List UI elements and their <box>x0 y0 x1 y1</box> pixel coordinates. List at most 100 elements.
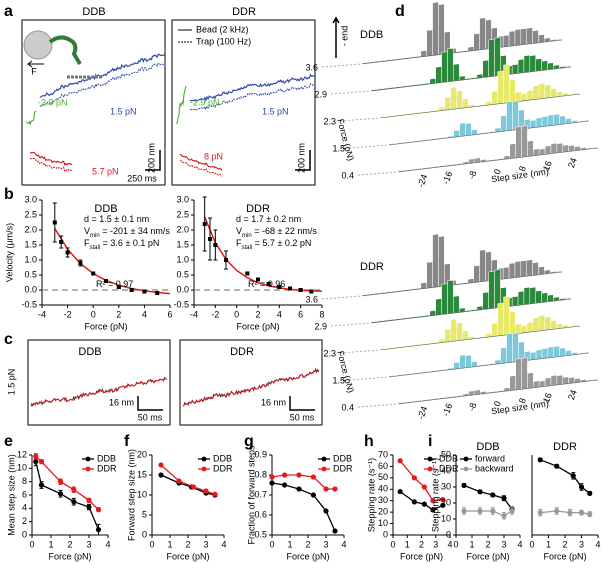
histogram-bar <box>547 114 554 127</box>
histogram-bar <box>453 295 460 314</box>
annotation-text: R² = 0.97 <box>96 279 133 289</box>
histogram-bar <box>517 290 525 306</box>
histogram-bar <box>450 318 457 342</box>
trace <box>189 82 316 111</box>
histogram-bar <box>435 66 442 84</box>
histogram-bar <box>435 298 442 316</box>
histogram-bar <box>533 148 540 157</box>
histogram-bar <box>538 34 545 44</box>
data-point <box>578 509 585 516</box>
annotation-text: = -201 ± 34 nm/s <box>100 226 171 236</box>
step-tick-label: -24 <box>415 405 429 421</box>
histogram-bar <box>473 33 480 51</box>
histogram-bar <box>511 295 519 307</box>
annotation: Fstall = 5.7 ± 0.2 pN <box>236 238 311 250</box>
histogram-bar <box>502 266 510 280</box>
histogram-bar <box>538 314 545 332</box>
data-point <box>310 474 316 480</box>
data-point <box>269 480 275 486</box>
x-tick-label: 0 <box>149 539 154 549</box>
histogram-bar <box>538 266 545 276</box>
y-tick-label: 0 <box>142 529 147 539</box>
legend-marker <box>463 456 469 462</box>
data-point <box>587 511 593 517</box>
trace <box>29 157 73 172</box>
panel-label: c <box>4 331 13 348</box>
y-tick-label: 20 <box>137 449 147 459</box>
data-point <box>71 487 77 493</box>
annotation: d = 1.5 ± 0.1 nm <box>84 214 149 224</box>
step-tick-label: -8 <box>466 401 478 412</box>
histogram-bar <box>527 140 534 157</box>
step-tick-label: 8 <box>517 165 528 173</box>
y-tick-label: 8 <box>22 476 27 486</box>
y-tick-label: 5 <box>142 509 147 519</box>
force-label: 1.5 pN <box>110 106 137 116</box>
step-tick-label: -24 <box>415 173 429 189</box>
end-arrow <box>332 16 340 58</box>
x-axis-label: Force (pN) <box>286 551 329 561</box>
annotation-symbol: V <box>236 226 242 236</box>
histogram-bar <box>550 319 557 330</box>
data-point <box>86 497 92 503</box>
data-point <box>38 459 45 465</box>
y-tick-label: -0.5 <box>21 299 37 309</box>
guide-line <box>357 403 399 408</box>
histogram-bar <box>500 115 507 132</box>
histogram-bar <box>568 144 575 152</box>
data-point <box>158 462 164 468</box>
y-tick-label: 2.0 <box>24 224 37 234</box>
step-tick-label: 16 <box>541 391 554 404</box>
guide-line <box>339 349 381 354</box>
x-axis-label: Force (pN) <box>400 551 443 561</box>
force-tick-label: 2.9 <box>314 321 327 331</box>
data-point <box>212 491 218 497</box>
data-point <box>95 507 102 513</box>
histogram-bar <box>465 122 472 137</box>
data-point <box>554 508 560 514</box>
data-point <box>296 472 302 478</box>
data-point <box>158 472 164 478</box>
histogram-bar <box>506 333 513 364</box>
data-point <box>266 282 271 286</box>
data-point <box>310 492 316 498</box>
y-tick-label: 0 <box>446 529 451 539</box>
guide-line <box>339 117 381 122</box>
panel-label: i <box>428 433 432 450</box>
histogram-bar <box>502 34 510 48</box>
histogram-bar <box>553 345 560 358</box>
histogram-bar <box>438 3 445 56</box>
legend-marker <box>321 466 327 472</box>
x-tick-label: 3 <box>433 539 438 549</box>
histogram-bar <box>514 260 522 278</box>
histogram-bar <box>509 311 516 335</box>
histogram-bar <box>559 347 566 357</box>
force-tick-label: 2.3 <box>323 116 336 126</box>
data-point <box>501 513 507 519</box>
force-label: 8 pN <box>204 151 223 161</box>
histogram-bar <box>447 47 454 83</box>
histogram-bar <box>432 1 439 56</box>
annotation-text: = -68 ± 22 nm/s <box>252 226 318 236</box>
histogram-bar <box>523 286 531 305</box>
legend-marker <box>427 456 433 462</box>
histogram-bar <box>459 354 466 369</box>
x-axis-label: Force (pN) <box>84 321 127 331</box>
histogram-bar <box>462 98 469 109</box>
histogram-bar <box>447 279 454 315</box>
annotation-symbol: F <box>84 238 90 248</box>
histogram-bar <box>550 87 557 98</box>
row-baseline <box>388 352 590 378</box>
histogram-bar <box>541 348 549 359</box>
histogram-bar <box>503 296 510 336</box>
panel-label: d <box>395 3 405 20</box>
histogram-bar <box>559 115 566 125</box>
histogram-bar <box>426 29 433 57</box>
histogram-bar <box>556 374 563 386</box>
annotation: Fstall = 3.6 ± 0.1 pN <box>84 238 159 250</box>
trace <box>25 110 37 126</box>
legend-marker <box>201 456 207 462</box>
x-tick-label: 4 <box>277 309 282 319</box>
annotation-subscript: stall <box>90 245 101 251</box>
histogram-bar <box>432 233 439 288</box>
